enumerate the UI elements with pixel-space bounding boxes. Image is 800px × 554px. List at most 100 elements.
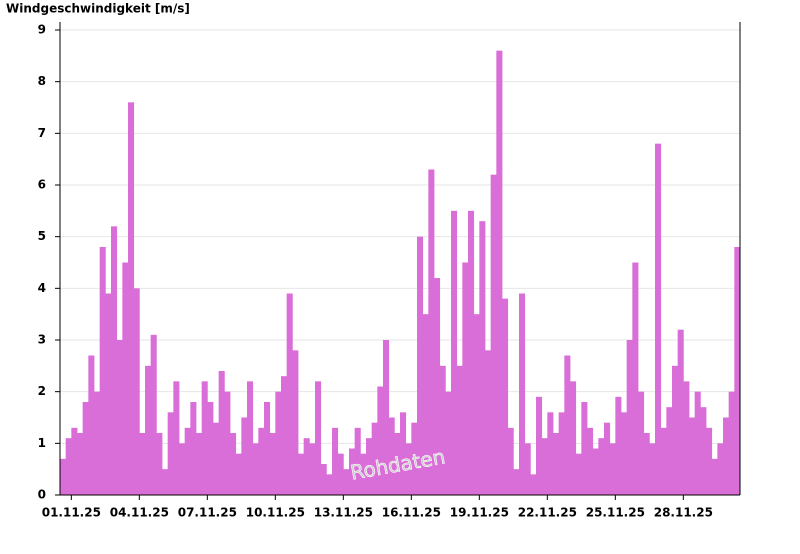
bar [723,417,730,495]
bar [235,453,242,495]
bar [570,381,577,495]
bar [111,226,118,496]
bar [502,298,509,495]
bar [303,438,310,495]
bar [615,396,622,495]
bar [264,402,271,495]
bar [598,438,605,495]
bar [451,210,458,496]
y-tick-label: 5 [38,229,46,243]
x-tick-label: 01.11.25 [42,506,101,520]
bar [592,448,599,495]
bar [422,314,429,495]
bar [326,474,333,495]
y-tick-label: 4 [38,281,46,295]
bar [179,443,186,495]
bar [167,412,174,495]
bar [428,169,435,495]
bar [371,422,378,495]
bar [156,433,163,495]
bar [621,412,628,495]
bar [468,210,475,496]
y-tick-label: 6 [38,178,46,192]
y-axis-label: Windgeschwindigkeit [m/s] [6,2,190,16]
bar [643,433,650,495]
bar [513,469,520,495]
bar [218,371,225,495]
bar [366,438,373,495]
x-tick-label: 28.11.25 [654,506,713,520]
bar [666,407,673,495]
y-tick-label: 8 [38,74,46,88]
bar [728,391,735,495]
bar [190,402,197,495]
x-tick-label: 07.11.25 [178,506,237,520]
bar [269,433,276,495]
bar [133,288,140,495]
bar [60,458,67,495]
bar [82,402,89,495]
bar [734,247,741,495]
bar [541,438,548,495]
bar [638,391,645,495]
bar [660,427,667,495]
bar [201,381,208,495]
bar [536,396,543,495]
x-tick-label: 04.11.25 [110,506,169,520]
bar [122,262,129,495]
bar [439,365,446,495]
bar [173,381,180,495]
bar [128,102,135,495]
bar [672,365,679,495]
bar [94,391,101,495]
bar [247,381,254,495]
bar [77,433,84,495]
bar [649,443,656,495]
bar [507,427,514,495]
bar [462,262,469,495]
bar [575,453,582,495]
bar [184,427,191,495]
bar [196,433,203,495]
bar [473,314,480,495]
bar [292,350,299,495]
bar [604,422,611,495]
bar [332,427,339,495]
bar [65,438,72,495]
y-tick-label: 1 [38,436,46,450]
bar [700,407,707,495]
bar [485,350,492,495]
x-tick-label: 22.11.25 [518,506,577,520]
bar [717,443,724,495]
bar [343,469,350,495]
bar [519,293,526,495]
bar [411,422,418,495]
bar [252,443,259,495]
bar [706,427,713,495]
bar [689,417,696,495]
bar [162,469,169,495]
bar [456,365,463,495]
bar [105,293,112,495]
bar [383,340,390,495]
bar [564,355,571,495]
bar [694,391,701,495]
bar [711,458,718,495]
bar [360,453,367,495]
y-tick-label: 0 [38,488,46,502]
y-tick-label: 7 [38,126,46,140]
y-tick-label: 2 [38,384,46,398]
bar [626,340,633,495]
bar [655,143,662,495]
bar [388,417,395,495]
y-tick-label: 3 [38,333,46,347]
x-tick-label: 19.11.25 [450,506,509,520]
bar [139,433,146,495]
x-tick-label: 16.11.25 [382,506,441,520]
bar [394,433,401,495]
bar [553,433,560,495]
x-tick-label: 10.11.25 [246,506,305,520]
bar [496,50,503,496]
